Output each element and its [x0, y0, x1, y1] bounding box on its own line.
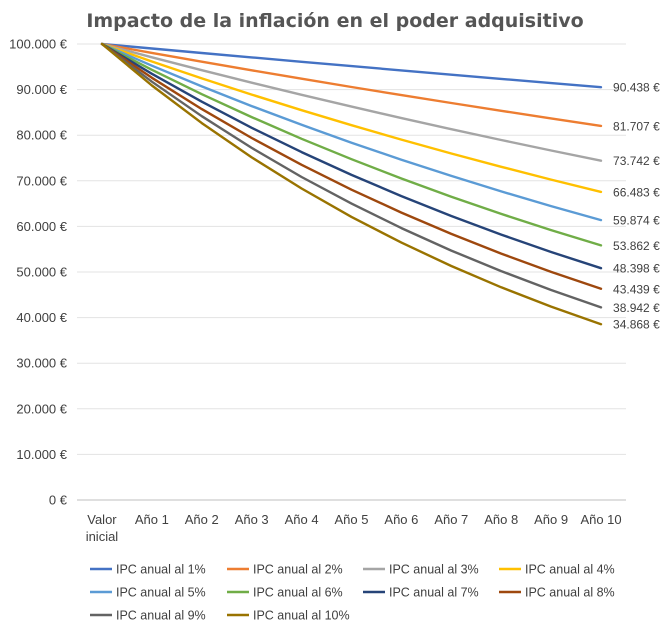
- legend-item: IPC anual al 9%: [90, 609, 206, 623]
- y-tick-label: 40.000 €: [16, 310, 67, 325]
- legend-label: IPC anual al 2%: [253, 563, 343, 577]
- y-tick-label: 30.000 €: [16, 356, 67, 371]
- grid: [77, 43, 626, 501]
- x-tick-label: Año 10: [580, 512, 621, 527]
- series-lines: [100, 42, 603, 326]
- y-tick-label: 60.000 €: [16, 219, 67, 234]
- y-tick-label: 90.000 €: [16, 82, 67, 97]
- end-value-label: 81.707 €: [613, 119, 660, 133]
- y-axis-ticks: 0 € 10.000 € 20.000 € 30.000 € 40.000 € 50.00…: [9, 37, 68, 508]
- end-value-label: 48.398 €: [613, 262, 660, 276]
- legend-item: IPC anual al 5%: [90, 586, 206, 600]
- x-tick-label: Año 2: [185, 512, 219, 527]
- series-line-9: [100, 42, 603, 309]
- end-value-label: 59.874 €: [613, 214, 660, 228]
- legend-item: IPC anual al 7%: [363, 586, 479, 600]
- x-tick-label: Año 8: [484, 512, 518, 527]
- end-value-label: 90.438 €: [613, 81, 660, 95]
- series-line-2: [100, 42, 603, 128]
- y-tick-label: 50.000 €: [16, 265, 67, 280]
- y-tick-label: 100.000 €: [9, 37, 68, 52]
- legend-label: IPC anual al 7%: [389, 586, 479, 600]
- x-tick-label: Año 3: [235, 512, 269, 527]
- legend-item: IPC anual al 1%: [90, 563, 206, 577]
- legend-item: IPC anual al 10%: [227, 609, 350, 623]
- y-tick-label: 10.000 €: [16, 447, 67, 462]
- series-line-4: [100, 42, 603, 194]
- legend-label: IPC anual al 9%: [116, 609, 206, 623]
- end-value-label: 73.742 €: [613, 154, 660, 168]
- x-tick-label: Año 1: [135, 512, 169, 527]
- end-value-label: 43.439 €: [613, 282, 660, 296]
- y-tick-label: 80.000 €: [16, 128, 67, 143]
- end-value-label: 66.483 €: [613, 185, 660, 199]
- legend-label: IPC anual al 3%: [389, 563, 479, 577]
- legend-label: IPC anual al 10%: [253, 609, 350, 623]
- x-tick-label: Año 7: [434, 512, 468, 527]
- end-value-label: 38.942 €: [613, 301, 660, 315]
- series-line-10: [100, 42, 603, 326]
- end-value-label: 34.868 €: [613, 318, 660, 332]
- x-tick-label: Año 6: [384, 512, 418, 527]
- legend-item: IPC anual al 3%: [363, 563, 479, 577]
- legend-item: IPC anual al 2%: [227, 563, 343, 577]
- series-line-5: [100, 42, 603, 222]
- legend-label: IPC anual al 6%: [253, 586, 343, 600]
- x-tick-label: Año 4: [285, 512, 319, 527]
- legend-item: IPC anual al 6%: [227, 586, 343, 600]
- series-line-3: [100, 42, 603, 162]
- legend-label: IPC anual al 5%: [116, 586, 206, 600]
- end-value-labels: 90.438 € 81.707 € 73.742 € 66.483 € 59.874 €…: [613, 81, 660, 332]
- legend-label: IPC anual al 4%: [525, 563, 615, 577]
- x-tick-label: Valor inicial: [86, 512, 119, 544]
- legend-label: IPC anual al 1%: [116, 563, 206, 577]
- series-line-6: [100, 42, 603, 247]
- legend-item: IPC anual al 4%: [499, 563, 615, 577]
- legend-item: IPC anual al 8%: [499, 586, 615, 600]
- chart-title: Impacto de la inflación en el poder adqu…: [86, 10, 583, 32]
- series-line-8: [100, 42, 603, 290]
- y-tick-label: 70.000 €: [16, 173, 67, 188]
- x-axis-ticks: Valor inicial Año 1 Año 2 Año 3 Año 4 Año 5 Año…: [86, 512, 622, 544]
- series-line-7: [100, 42, 603, 270]
- series-line-1: [100, 42, 603, 89]
- y-tick-label: 20.000 €: [16, 401, 67, 416]
- x-tick-label: Año 5: [335, 512, 369, 527]
- x-tick-label: Año 9: [534, 512, 568, 527]
- legend-label: IPC anual al 8%: [525, 586, 615, 600]
- legend: IPC anual al 1% IPC anual al 2% IPC anual …: [90, 563, 615, 623]
- end-value-label: 53.862 €: [613, 239, 660, 253]
- y-tick-label: 0 €: [49, 493, 68, 508]
